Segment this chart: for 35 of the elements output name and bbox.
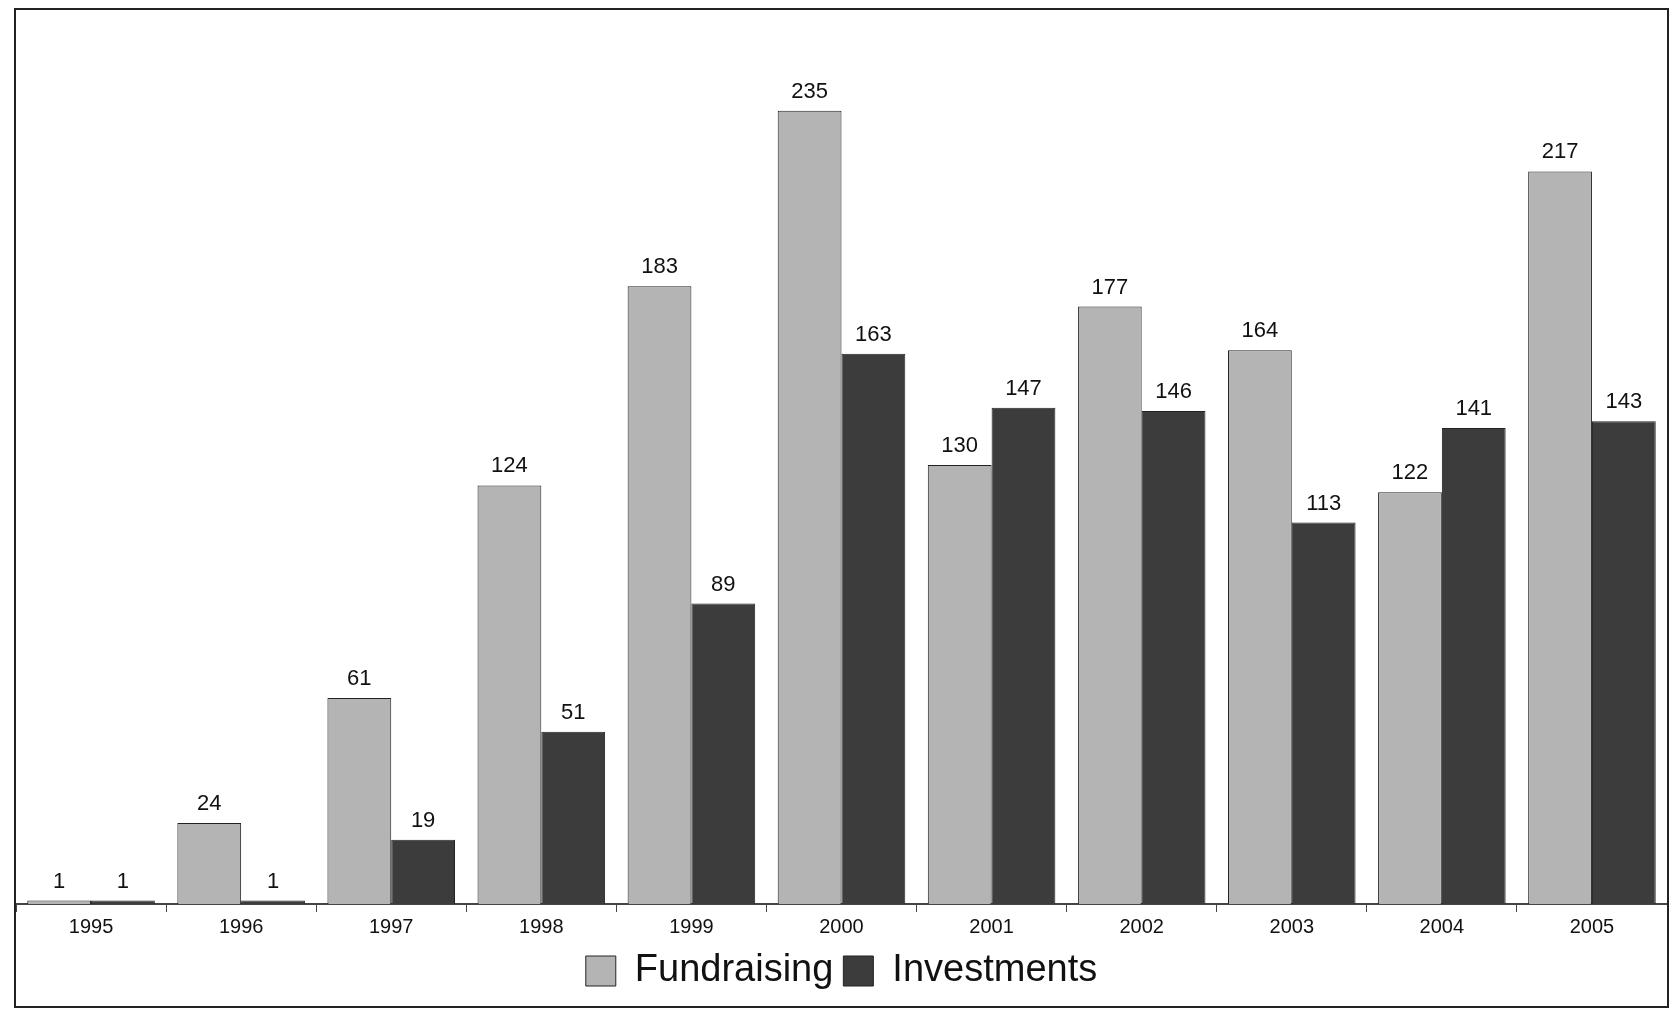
x-tick-label: 1996 (218, 914, 264, 937)
data-label: 124 (491, 452, 528, 478)
x-tick-label: 2001 (969, 914, 1014, 937)
data-label: 1 (266, 867, 280, 893)
data-label: 113 (1306, 489, 1342, 515)
x-tick-label: 2002 (1119, 914, 1164, 937)
data-label: 19 (410, 806, 436, 832)
x-tick-label: 2000 (819, 914, 864, 937)
data-label: 89 (711, 570, 736, 596)
data-label: 51 (560, 698, 586, 724)
x-tick-label: 1998 (519, 914, 564, 937)
data-label: 217 (1541, 138, 1579, 164)
data-label: 163 (855, 320, 892, 346)
data-label: 143 (1605, 388, 1643, 414)
data-label: 61 (347, 665, 372, 691)
data-label: 147 (1005, 374, 1042, 400)
x-tick-label: 2005 (1569, 914, 1615, 937)
data-label: 1 (53, 867, 66, 893)
data-label: 1 (116, 867, 130, 893)
data-label: 183 (641, 253, 678, 279)
data-label: 164 (1241, 317, 1279, 343)
data-label: 177 (1091, 273, 1129, 299)
data-label: 146 (1155, 378, 1192, 404)
x-tick-label: 1997 (368, 914, 414, 937)
x-tick-label: 2004 (1419, 914, 1465, 937)
data-label: 24 (197, 790, 222, 816)
data-label: 141 (1455, 395, 1493, 421)
x-tick-label: 1995 (68, 914, 114, 937)
x-tick-label: 1999 (669, 914, 714, 937)
legend-label: Fundraising (634, 947, 834, 990)
x-tick-label: 2003 (1269, 914, 1315, 937)
legend-label: Investments (892, 947, 1098, 990)
data-label: 130 (941, 432, 979, 458)
data-label: 235 (791, 77, 828, 103)
data-label: 122 (1391, 459, 1429, 485)
